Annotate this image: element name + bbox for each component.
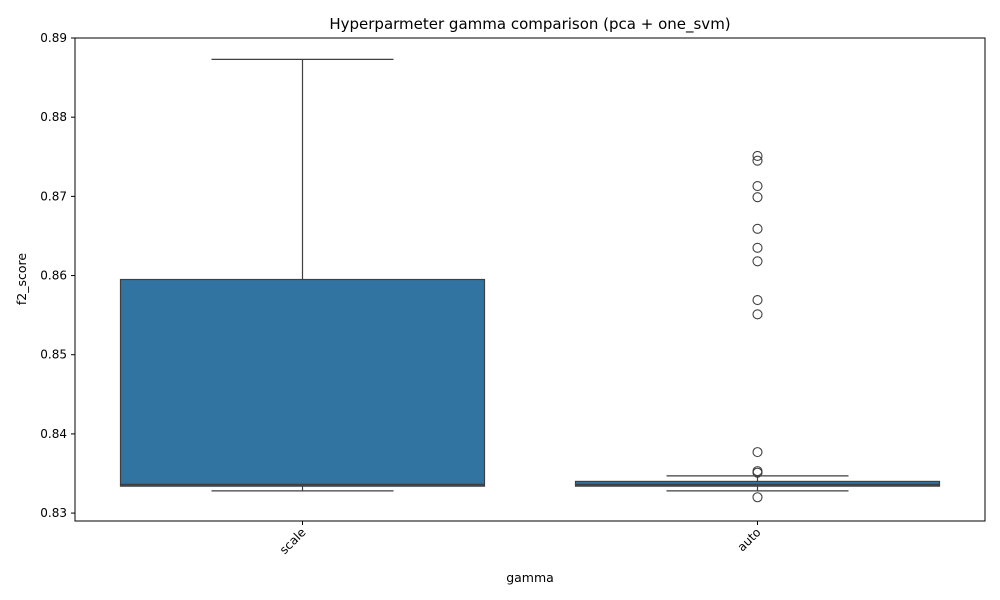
y-tick-label-4: 0.87 xyxy=(40,189,67,203)
x-axis-label: gamma xyxy=(506,570,554,585)
y-axis-label: f2_score xyxy=(14,253,29,306)
box-scale xyxy=(119,278,486,487)
chart-title: Hyperparmeter gamma comparison (pca + on… xyxy=(329,15,730,34)
outlier-point-auto-0 xyxy=(752,150,763,162)
plot-frame xyxy=(74,37,986,522)
outlier-point-auto-8 xyxy=(752,309,763,320)
outlier-point-auto-1 xyxy=(752,155,763,166)
outlier-point-auto-7 xyxy=(752,295,763,306)
y-tick-label-0: 0.83 xyxy=(40,506,67,520)
y-tick-label-6: 0.89 xyxy=(40,31,67,45)
outlier-point-auto-6 xyxy=(752,256,763,267)
outlier-point-auto-4 xyxy=(752,223,763,234)
outlier-point-auto-9 xyxy=(752,447,763,458)
y-tick-label-2: 0.85 xyxy=(40,348,67,362)
outlier-point-auto-3 xyxy=(752,192,763,203)
outlier-point-auto-12 xyxy=(752,492,763,503)
outlier-point-auto-11 xyxy=(752,467,763,478)
y-tick-label-1: 0.84 xyxy=(40,427,67,441)
y-tick-label-5: 0.88 xyxy=(40,110,67,124)
outlier-point-auto-5 xyxy=(752,242,763,253)
y-tick-label-3: 0.86 xyxy=(40,269,67,283)
outlier-point-auto-2 xyxy=(752,181,763,192)
